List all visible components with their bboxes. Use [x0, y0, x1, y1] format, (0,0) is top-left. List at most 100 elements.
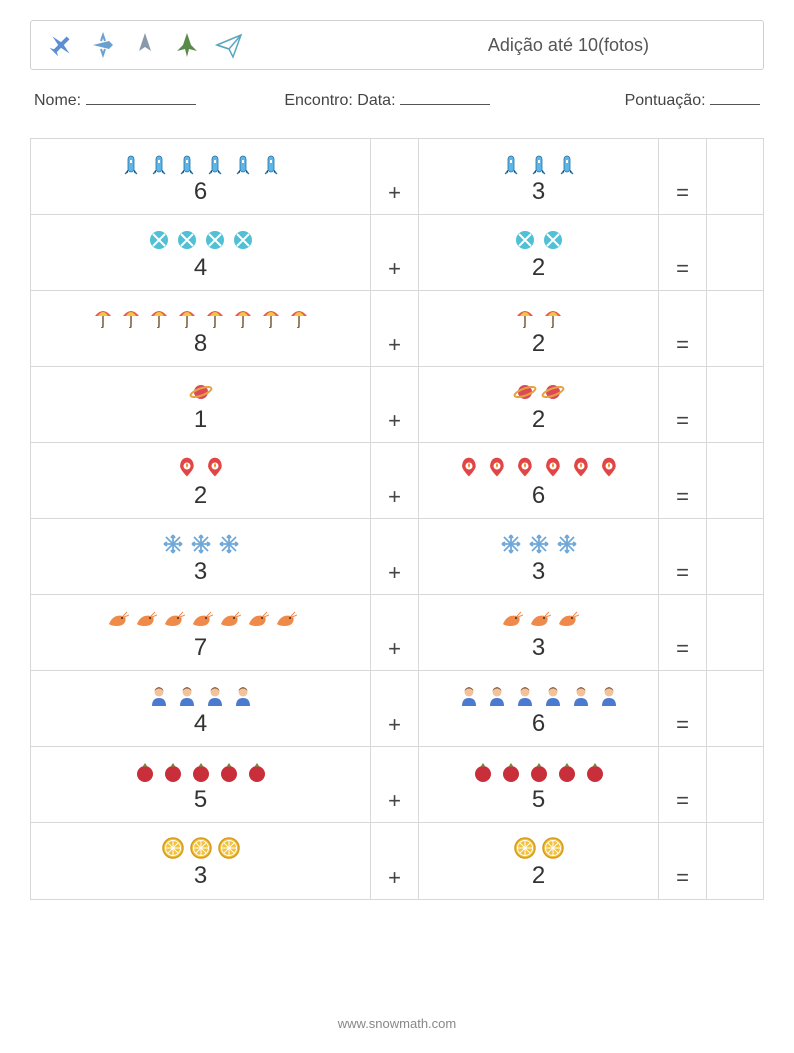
problem-row: 2+6=: [31, 443, 763, 519]
operand-b: 6: [419, 671, 659, 746]
blank-date[interactable]: [400, 104, 490, 105]
equals: =: [659, 367, 707, 442]
number-a: 8: [194, 330, 207, 358]
blank-score[interactable]: [710, 104, 760, 105]
answer-blank[interactable]: [707, 671, 763, 746]
operand-b: 3: [419, 595, 659, 670]
person-blue-icon: [231, 684, 255, 708]
operator: +: [371, 367, 419, 442]
blank-name[interactable]: [86, 104, 196, 105]
disc-cyan-icon: [513, 228, 537, 252]
shrimp-icon: [217, 608, 241, 632]
lemon-slice-icon: [161, 836, 185, 860]
shrimp-icon: [189, 608, 213, 632]
answer-blank[interactable]: [707, 215, 763, 290]
shrimp-icon: [499, 608, 523, 632]
problems-table: 6+3=4+2=8+2=1+2=2+6=3+3=7+3=4+6=5+5=3+2=: [30, 138, 764, 900]
number-b: 2: [532, 862, 545, 890]
operand-a: 6: [31, 139, 371, 214]
answer-blank[interactable]: [707, 291, 763, 366]
icon-group: [513, 224, 565, 256]
snowflake-icon: [555, 532, 579, 556]
operand-a: 3: [31, 823, 371, 899]
number-b: 3: [532, 178, 545, 206]
shrimp-icon: [555, 608, 579, 632]
snowflake-icon: [217, 532, 241, 556]
paper-plane-icon: [213, 29, 245, 61]
rocket-blue-icon: [231, 152, 255, 176]
operator: +: [371, 823, 419, 899]
operand-b: 5: [419, 747, 659, 822]
problem-row: 3 +2 =: [31, 823, 763, 899]
number-b: 3: [532, 558, 545, 586]
number-b: 2: [532, 406, 545, 434]
person-blue-icon: [569, 684, 593, 708]
operand-a: 7: [31, 595, 371, 670]
icon-group: [457, 680, 621, 712]
pin-fire-icon: [569, 456, 593, 480]
icon-group: [471, 756, 607, 788]
operator: +: [371, 291, 419, 366]
header-icons: [45, 29, 245, 61]
number-a: 3: [194, 862, 207, 890]
shrimp-icon: [245, 608, 269, 632]
label-score: Pontuação:: [625, 92, 706, 109]
disc-cyan-icon: [147, 228, 171, 252]
lemon-slice-icon: [513, 836, 537, 860]
icon-group: [513, 300, 565, 332]
rocket-blue-icon: [499, 152, 523, 176]
operator: +: [371, 139, 419, 214]
person-blue-icon: [513, 684, 537, 708]
header-box: Adição até 10(fotos): [30, 20, 764, 70]
plane-icon: [45, 29, 77, 61]
operator: +: [371, 671, 419, 746]
number-b: 5: [532, 786, 545, 814]
icon-group: [513, 832, 565, 864]
answer-blank[interactable]: [707, 747, 763, 822]
disc-cyan-icon: [203, 228, 227, 252]
umbrella-icon: [203, 304, 227, 328]
problem-row: 8+2=: [31, 291, 763, 367]
answer-blank[interactable]: [707, 139, 763, 214]
equals: =: [659, 139, 707, 214]
operand-b: 2: [419, 823, 659, 899]
umbrella-icon: [147, 304, 171, 328]
planet-icon: [513, 380, 537, 404]
icon-group: [457, 452, 621, 484]
rocket-blue-icon: [119, 152, 143, 176]
snowflake-icon: [527, 532, 551, 556]
answer-blank[interactable]: [707, 443, 763, 518]
pin-fire-icon: [541, 456, 565, 480]
info-line: Nome: Encontro: Data: Pontuação:: [30, 92, 764, 110]
jet-gray-icon: [129, 29, 161, 61]
answer-blank[interactable]: [707, 595, 763, 670]
umbrella-icon: [91, 304, 115, 328]
equals: =: [659, 823, 707, 899]
person-blue-icon: [485, 684, 509, 708]
icon-group: [161, 832, 241, 864]
pomegranate-icon: [527, 760, 551, 784]
label-name: Nome:: [34, 92, 81, 109]
icon-group: [513, 376, 565, 408]
rocket-blue-icon: [555, 152, 579, 176]
equals: =: [659, 519, 707, 594]
pomegranate-icon: [245, 760, 269, 784]
number-b: 6: [532, 710, 545, 738]
operator: +: [371, 443, 419, 518]
icon-group: [91, 300, 311, 332]
pin-fire-icon: [513, 456, 537, 480]
operand-a: 4: [31, 215, 371, 290]
pin-fire-icon: [203, 456, 227, 480]
answer-blank[interactable]: [707, 367, 763, 442]
equals: =: [659, 747, 707, 822]
number-b: 6: [532, 482, 545, 510]
problem-row: 3+3=: [31, 519, 763, 595]
shrimp-icon: [161, 608, 185, 632]
answer-blank[interactable]: [707, 823, 763, 899]
disc-cyan-icon: [231, 228, 255, 252]
pomegranate-icon: [471, 760, 495, 784]
answer-blank[interactable]: [707, 519, 763, 594]
rocket-blue-icon: [527, 152, 551, 176]
disc-cyan-icon: [175, 228, 199, 252]
snowflake-icon: [499, 532, 523, 556]
